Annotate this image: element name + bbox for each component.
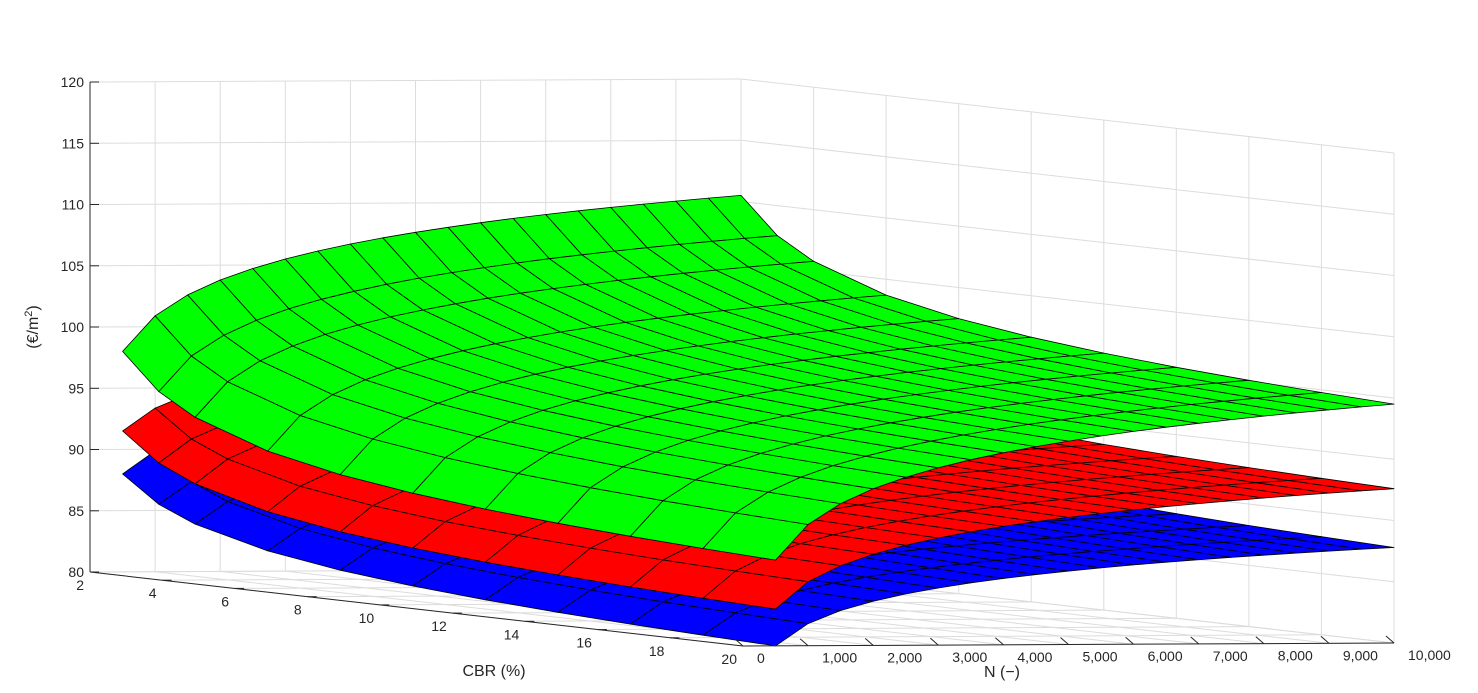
surface-plots [122,194,1395,647]
z-axis-label: (€/m2) [23,305,42,348]
y-tick [1320,635,1330,644]
z-tick-label: 90 [68,442,84,458]
y-tick [1255,636,1265,644]
y-tick [864,638,874,646]
z-tick-label: 85 [68,503,84,519]
y-tick-label: 4,000 [1017,649,1052,665]
z-tick-label: 120 [61,74,85,90]
y-tick-label: 0 [757,650,765,666]
surface-2 [122,194,1395,561]
y-tick [929,637,939,646]
z-tick-label: 110 [62,197,85,213]
y-tick-label: 10,000 [1408,647,1451,663]
y-tick-label: 7,000 [1213,648,1248,664]
y-axis-label: N (−) [984,664,1020,681]
surface-patch [1288,477,1395,492]
x-tick-label: 4 [149,585,157,601]
y-tick-label: 1,000 [822,650,857,666]
z-tick-label: 80 [68,564,84,580]
z-tick-label: 100 [61,319,85,335]
y-tick-label: 9,000 [1343,647,1378,663]
y-tick-label: 5,000 [1083,649,1118,665]
y-tick [1190,636,1200,645]
x-tick-label: 12 [431,618,447,634]
y-tick-label: 2,000 [887,649,922,665]
grid-line [740,262,1395,338]
x-tick-label: 20 [721,651,737,667]
y-tick [995,637,1004,646]
y-tick [734,638,744,647]
x-axis-line [89,571,744,647]
grid-line [740,139,1395,215]
y-tick-label: 8,000 [1278,648,1313,664]
y-tick-label: 6,000 [1148,648,1183,664]
x-tick-label: 14 [504,626,520,642]
tick-labels: 80 85 90 95 100 105 110 115 120 2 4 6 8 10 12 14 16 18 20 0… [61,74,1451,667]
y-tick-label: 3,000 [952,649,987,665]
z-tick-label: 105 [61,258,85,274]
x-axis-label: CBR (%) [462,663,525,680]
z-tick-label: 115 [62,135,85,151]
surface-patch [1288,536,1395,550]
x-tick-label: 2 [76,577,84,593]
x-tick-label: 8 [294,602,302,618]
y-tick [1125,636,1134,645]
y-tick [1385,635,1395,644]
x-tick-label: 16 [576,635,592,651]
x-tick-label: 6 [221,593,229,609]
z-tick-label: 95 [68,380,84,396]
y-tick [1060,637,1069,645]
surface-patch [1288,392,1395,408]
grid-line [740,78,1395,154]
x-tick-label: 10 [359,610,375,626]
grid-line [740,201,1395,276]
y-tick [799,638,809,647]
x-tick-label: 18 [649,643,665,659]
